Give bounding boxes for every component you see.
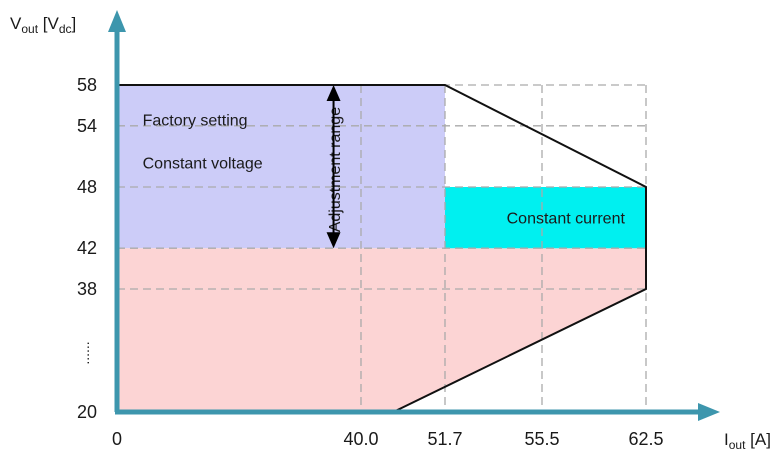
y-tick-label: 20 [77,402,97,422]
arrow-down-icon [326,232,341,249]
x-tick-label: 40.0 [343,429,378,449]
labels-layer: 20 38 42 48 54 58 0 40.0 51.7 55.5 62.5 Factory set… [77,75,664,449]
y-tick-label: 54 [77,116,97,136]
y-tick-label: 48 [77,177,97,197]
region-constant-current [445,187,646,249]
y-axis-title: Vout [Vdc] [10,14,76,36]
adjustment-range-label: Adjustment range [327,107,344,233]
x-axis-title: Iout [A] [724,430,771,452]
y-tick-label: 42 [77,238,97,258]
arrow-up-icon [326,85,341,101]
factory-setting-label: Factory setting [143,113,248,130]
x-tick-label: 55.5 [524,429,559,449]
x-tick-label: 51.7 [427,429,462,449]
y-axis-arrow-icon [108,10,126,32]
constant-current-label: Constant current [507,211,626,228]
y-tick-label: 38 [77,279,97,299]
axes-layer [108,10,720,421]
operating-boundary-line [117,84,647,413]
y-axis-break-label: ...... [76,341,92,364]
constant-voltage-label: Constant voltage [143,156,263,173]
x-tick-label: 62.5 [628,429,663,449]
y-tick-label: 58 [77,75,97,95]
boundary-layer [117,84,647,413]
x-axis-arrow-icon [698,403,720,421]
region-lower-operating [117,248,646,412]
x-tick-label: 0 [112,429,122,449]
